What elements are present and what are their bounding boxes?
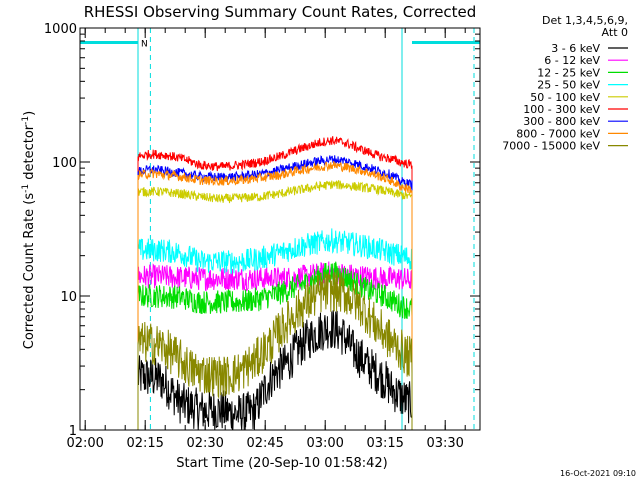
series-line-3 (137, 228, 413, 430)
x-tick-label: 02:45 (246, 436, 283, 451)
plot-frame (79, 27, 481, 431)
legend-label: 6 - 12 keV (544, 54, 600, 67)
series-line-4 (137, 180, 413, 430)
timestamp: 16-Oct-2021 09:10 (560, 469, 636, 478)
legend-label: 100 - 300 keV (523, 103, 600, 116)
y-axis-label-mid: detector (22, 124, 37, 184)
series-line-8 (137, 270, 413, 430)
x-tick-label: 02:15 (126, 436, 163, 451)
y-tick-label: 100 (52, 156, 77, 171)
y-tick-label: 1000 (44, 22, 77, 37)
series-line-5 (137, 136, 413, 430)
y-axis-label-main: Corrected Count Rate (s (22, 193, 37, 350)
legend-label: 25 - 50 keV (537, 79, 600, 92)
series-line-0 (137, 310, 413, 431)
x-tick-label: 03:00 (306, 436, 343, 451)
legend-label: 300 - 800 keV (523, 115, 600, 128)
legend-label: 50 - 100 keV (530, 91, 600, 104)
y-axis-label: Corrected Count Rate (s-1 detector-1) (21, 111, 37, 349)
saa-marker-label: N (141, 39, 148, 49)
x-axis-label: Start Time (20-Sep-10 01:58:42) (176, 456, 387, 471)
chart-title: RHESSI Observing Summary Count Rates, Co… (84, 3, 477, 21)
y-tick-label: 1 (69, 424, 77, 439)
y-axis-label-sup2: -1 (21, 116, 31, 125)
x-tick-label: 02:00 (66, 436, 103, 451)
series-line-6 (137, 155, 413, 430)
y-axis-label-sup1: -1 (21, 184, 31, 193)
series-layer (137, 136, 413, 431)
legend-label: 12 - 25 keV (537, 66, 600, 79)
x-tick-label: 03:30 (426, 436, 463, 451)
legend-label: 7000 - 15000 keV (502, 140, 600, 153)
x-tick-label: 03:15 (366, 436, 403, 451)
series-line-2 (137, 261, 413, 430)
series-line-7 (137, 160, 413, 430)
legend-header: Det 1,3,4,5,6,9, (542, 14, 628, 27)
legend-header: Att 0 (602, 26, 628, 39)
y-axis-label-end: ) (22, 111, 37, 116)
axes: 1 10 100 1000 02:00 02:15 02:30 02:45 03:00 03:15… (44, 22, 481, 451)
legend-label: 800 - 7000 keV (516, 127, 600, 140)
legend-label: 3 - 6 keV (551, 42, 600, 55)
y-tick-label: 10 (60, 290, 77, 305)
x-tick-label: 02:30 (186, 436, 223, 451)
